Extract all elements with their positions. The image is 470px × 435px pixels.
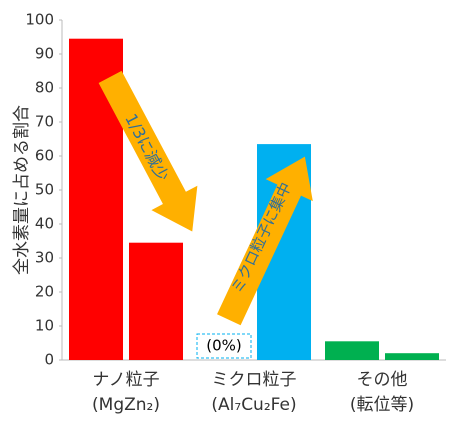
bar <box>129 242 183 360</box>
x-tick-label: (Al₇Cu₂Fe) <box>211 395 296 415</box>
y-tick-label: 90 <box>35 45 54 63</box>
value-label-box <box>196 333 252 359</box>
arrow <box>98 70 198 232</box>
value-label: (0%) <box>206 337 242 355</box>
bar <box>325 341 379 360</box>
y-tick-label: 20 <box>35 283 54 301</box>
y-axis-label: 全水素量に占める割合 <box>12 105 32 275</box>
y-tick-label: 80 <box>35 79 54 97</box>
x-tick-label: ミクロ粒子 <box>212 370 297 390</box>
x-tick-label: ナノ粒子 <box>92 370 159 390</box>
x-tick-label: (転位等) <box>350 395 414 415</box>
y-tick-label: 70 <box>35 113 54 131</box>
y-tick-label: 0 <box>44 351 54 369</box>
bar <box>385 353 439 360</box>
y-tick-label: 30 <box>35 249 54 267</box>
y-tick-label: 40 <box>35 215 54 233</box>
y-tick-label: 10 <box>35 317 54 335</box>
arrow <box>217 156 313 326</box>
y-tick-label: 100 <box>25 11 54 29</box>
y-tick-label: 60 <box>35 147 54 165</box>
plot-area: 0 10 20 30 40 50 60 70 80 90 100 ナノ粒子 (MgZn₂) ミクロ粒子 (A… <box>25 11 446 415</box>
x-tick-label: その他 <box>357 370 408 390</box>
x-tick-label: (MgZn₂) <box>92 395 160 415</box>
y-tick-label: 50 <box>35 181 54 199</box>
